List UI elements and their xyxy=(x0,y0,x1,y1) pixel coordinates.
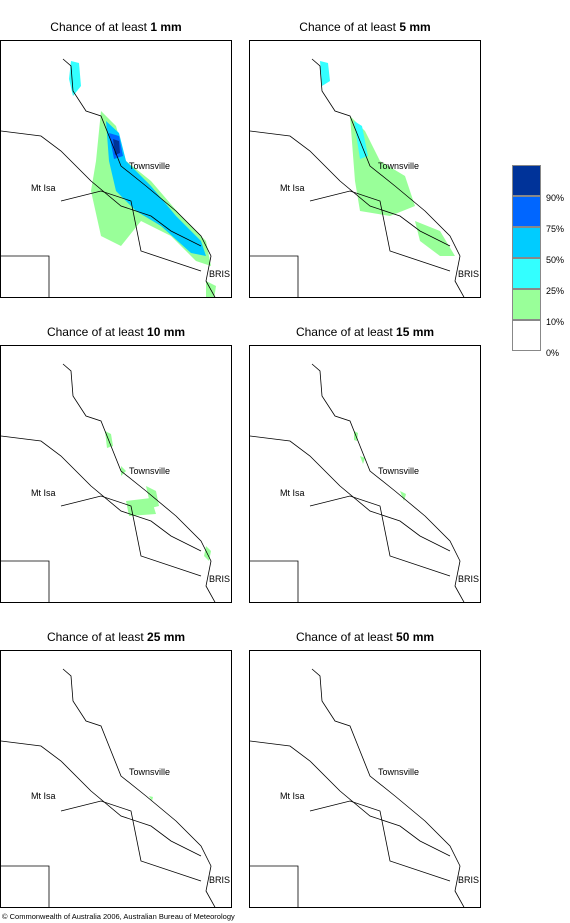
city-mt-isa: Mt Isa xyxy=(280,791,305,801)
city-mt-isa: Mt Isa xyxy=(31,488,56,498)
map-svg xyxy=(250,363,465,602)
city-mt-isa: Mt Isa xyxy=(31,791,56,801)
legend-swatch-0 xyxy=(512,320,541,351)
legend-label-25: 25% xyxy=(546,286,565,296)
state-boundaries xyxy=(250,58,465,297)
city-mt-isa: Mt Isa xyxy=(31,183,56,193)
rain-areas xyxy=(69,61,216,297)
legend-swatch-50 xyxy=(512,227,541,258)
copyright-footer: © Commonwealth of Australia 2006, Austra… xyxy=(2,912,235,921)
legend-label-90: 90% xyxy=(546,193,565,203)
map-50mm: Townsville Mt Isa BRIS xyxy=(249,650,481,908)
map-svg xyxy=(250,668,465,907)
map-25mm: Townsville Mt Isa BRIS xyxy=(0,650,232,908)
panel-title-50mm: Chance of at least 50 mm xyxy=(295,630,435,644)
map-svg xyxy=(1,58,216,297)
map-svg xyxy=(250,58,465,297)
legend-swatch-25 xyxy=(512,258,541,289)
rain-areas xyxy=(105,431,211,561)
rain-areas xyxy=(320,61,455,256)
legend-label-10: 10% xyxy=(546,317,565,327)
state-boundaries xyxy=(250,668,465,907)
city-brisbane: BRIS xyxy=(458,875,480,885)
city-townsville: Townsville xyxy=(129,161,171,171)
state-boundaries xyxy=(1,363,216,602)
city-brisbane: BRIS xyxy=(209,875,231,885)
city-brisbane: BRIS xyxy=(209,269,231,279)
panel-title-15mm: Chance of at least 15 mm xyxy=(295,325,435,339)
map-svg xyxy=(1,363,216,602)
city-brisbane: BRIS xyxy=(209,574,231,584)
map-10mm: Townsville Mt Isa BRIS xyxy=(0,345,232,603)
city-mt-isa: Mt Isa xyxy=(280,183,305,193)
city-townsville: Townsville xyxy=(378,161,420,171)
map-15mm: Townsville Mt Isa BRIS xyxy=(249,345,481,603)
legend-swatch-90 xyxy=(512,165,541,196)
city-brisbane: BRIS xyxy=(458,574,480,584)
map-5mm: Townsville Mt Isa BRIS xyxy=(249,40,481,298)
city-brisbane: BRIS xyxy=(458,269,480,279)
panel-title-1mm: Chance of at least 1 mm xyxy=(50,20,182,34)
map-1mm: Townsville Mt Isa BRIS xyxy=(0,40,232,298)
city-townsville: Townsville xyxy=(129,466,171,476)
panel-title-5mm: Chance of at least 5 mm xyxy=(299,20,431,34)
city-townsville: Townsville xyxy=(378,767,420,777)
panel-title-25mm: Chance of at least 25 mm xyxy=(46,630,186,644)
map-svg xyxy=(1,668,216,907)
state-boundaries xyxy=(1,668,216,907)
city-mt-isa: Mt Isa xyxy=(280,488,305,498)
city-townsville: Townsville xyxy=(129,767,171,777)
legend-label-0: 0% xyxy=(546,348,560,358)
city-townsville: Townsville xyxy=(378,466,420,476)
legend-label-50: 50% xyxy=(546,255,565,265)
rain-areas xyxy=(149,796,153,801)
legend-swatch-10 xyxy=(512,289,541,320)
state-boundaries xyxy=(1,58,216,297)
state-boundaries xyxy=(250,363,465,602)
panel-title-10mm: Chance of at least 10 mm xyxy=(46,325,186,339)
legend-label-75: 75% xyxy=(546,224,565,234)
legend-swatch-75 xyxy=(512,196,541,227)
